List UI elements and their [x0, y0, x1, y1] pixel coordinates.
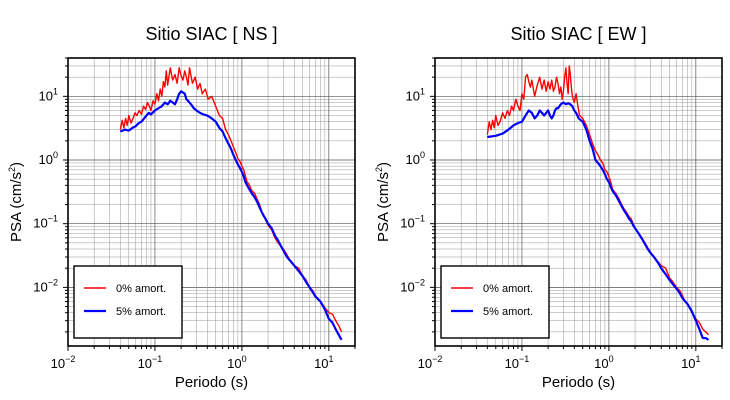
plot-frame — [67, 57, 356, 347]
x-tick-label-base: 10 — [51, 356, 65, 371]
chart-title: Sitio SIAC [ EW ] — [510, 24, 646, 44]
y-axis-label: PSA (cm/s2) — [374, 162, 392, 242]
legend: 0% amort. 5% amort. — [73, 265, 183, 339]
x-tick-label-exp: 1 — [696, 354, 701, 364]
y-tick-label-base: 10 — [406, 152, 420, 167]
y-tick-label-exp: −2 — [415, 277, 425, 287]
x-tick-label-base: 10 — [418, 356, 432, 371]
y-tick-label: 100 — [39, 150, 58, 167]
x-tick-label: 10−2 — [51, 354, 76, 371]
y-tick-label-exp: 0 — [420, 150, 425, 160]
x-tick-label: 100 — [594, 354, 613, 371]
y-tick-label: 100 — [406, 150, 425, 167]
y-tick-label: 101 — [406, 86, 425, 103]
y-tick-label: 10−1 — [33, 214, 58, 231]
ticks — [430, 57, 723, 351]
y-tick-label-exp: 1 — [420, 86, 425, 96]
chart-title: Sitio SIAC [ NS ] — [145, 24, 277, 44]
x-tick-label: 100 — [227, 354, 246, 371]
legend-label-amort-5: 5% amort. — [116, 306, 166, 318]
y-tick-label-base: 10 — [39, 88, 53, 103]
x-axis-label: Periodo (s) — [175, 374, 248, 391]
y-tick-label-base: 10 — [406, 88, 420, 103]
x-tick-label: 10−1 — [505, 354, 530, 371]
x-tick-label-base: 10 — [681, 356, 695, 371]
x-tick-label: 101 — [681, 354, 700, 371]
legend-label-amort-5: 5% amort. — [483, 306, 533, 318]
x-tick-label-exp: 0 — [242, 354, 247, 364]
x-tick-label: 101 — [314, 354, 333, 371]
x-tick-label-base: 10 — [314, 356, 328, 371]
x-tick-label-base: 10 — [138, 356, 152, 371]
x-tick-label-exp: −1 — [519, 354, 529, 364]
x-axis-label: Periodo (s) — [542, 374, 615, 391]
x-tick-label-exp: 0 — [609, 354, 614, 364]
y-tick-label-base: 10 — [33, 279, 47, 294]
series-group — [119, 67, 343, 341]
x-tick-label-base: 10 — [505, 356, 519, 371]
legend-label-amort-0: 0% amort. — [116, 283, 166, 295]
y-tick-label-exp: 1 — [53, 86, 58, 96]
legend: 0% amort. 5% amort. — [440, 265, 550, 339]
x-tick-label-base: 10 — [594, 356, 608, 371]
legend-box — [73, 265, 183, 339]
y-axis-label-text: PSA (cm/s — [8, 172, 25, 242]
y-tick-label-base: 10 — [400, 279, 414, 294]
y-axis-label: PSA (cm/s2) — [7, 162, 25, 242]
y-axis-label-sup: 2 — [7, 167, 17, 172]
y-tick-label: 10−1 — [400, 214, 425, 231]
y-axis-label-sup: 2 — [374, 167, 384, 172]
x-tick-label-exp: −2 — [432, 354, 442, 364]
series-group — [486, 65, 710, 341]
y-tick-label: 10−2 — [400, 277, 425, 294]
y-tick-label-exp: −2 — [48, 277, 58, 287]
y-tick-label: 101 — [39, 86, 58, 103]
ticks — [63, 57, 356, 351]
y-tick-label-exp: −1 — [415, 214, 425, 224]
y-tick-label: 10−2 — [33, 277, 58, 294]
legend-label-amort-0: 0% amort. — [483, 283, 533, 295]
x-tick-label-exp: −1 — [152, 354, 162, 364]
legend-box — [440, 265, 550, 339]
series-line-amort-5 — [119, 90, 343, 341]
x-tick-label-exp: −2 — [65, 354, 75, 364]
plot-frame — [434, 57, 723, 347]
x-tick-label-base: 10 — [227, 356, 241, 371]
y-axis-label-end: ) — [8, 162, 25, 167]
x-tick-label: 10−1 — [138, 354, 163, 371]
x-tick-label: 10−2 — [418, 354, 443, 371]
x-tick-label-exp: 1 — [329, 354, 334, 364]
y-axis-label-text: PSA (cm/s — [375, 172, 392, 242]
y-tick-label-exp: −1 — [48, 214, 58, 224]
y-tick-label-base: 10 — [400, 216, 414, 231]
series-line-amort-5 — [487, 101, 710, 341]
y-axis-label-end: ) — [375, 162, 392, 167]
y-tick-label-base: 10 — [39, 152, 53, 167]
y-tick-label-base: 10 — [33, 216, 47, 231]
y-tick-label-exp: 0 — [53, 150, 58, 160]
